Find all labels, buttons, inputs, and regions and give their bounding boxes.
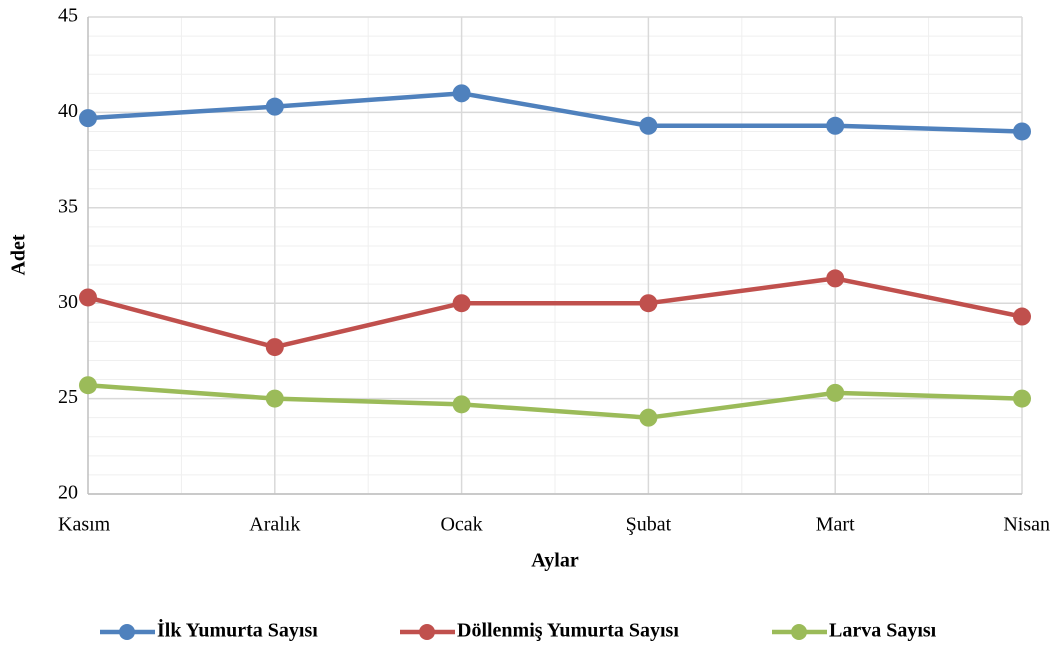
data-point (452, 294, 471, 313)
data-point (265, 97, 284, 116)
series-line (87, 382, 1023, 420)
x-tick-label: Kasım (58, 514, 111, 536)
legend-label: Larva Sayısı (829, 620, 937, 642)
data-point (79, 109, 97, 128)
data-point (79, 288, 97, 307)
data-point (452, 84, 471, 103)
y-tick-label: 40 (58, 100, 78, 122)
data-point (639, 294, 658, 313)
data-point (1013, 389, 1031, 408)
data-point (265, 338, 284, 357)
y-tick-label: 35 (58, 195, 78, 217)
x-axis-title: Aylar (531, 550, 579, 572)
y-tick-label: 25 (58, 386, 78, 408)
x-tick-label: Ocak (440, 514, 482, 536)
x-tick-label: Şubat (626, 514, 672, 536)
x-tick-label: Mart (816, 514, 855, 536)
y-tick-label: 45 (58, 5, 78, 27)
x-tick-label: Nisan (1003, 514, 1050, 536)
series-line (87, 91, 1023, 134)
legend-label: İlk Yumurta Sayısı (157, 618, 318, 642)
legend-marker (419, 624, 435, 640)
legend-marker (119, 624, 135, 640)
x-tick-label: Aralık (249, 514, 300, 536)
y-tick-label: 20 (58, 482, 78, 504)
data-point (826, 116, 845, 135)
y-axis-title: Adet (8, 234, 30, 275)
data-point (826, 383, 845, 402)
data-point (1013, 122, 1031, 141)
legend-marker (791, 624, 807, 640)
data-point (1013, 307, 1031, 326)
series-line (87, 276, 1023, 350)
data-point (639, 408, 658, 427)
data-point (265, 389, 284, 408)
data-point (452, 395, 471, 414)
data-point (826, 269, 845, 288)
y-tick-label: 30 (58, 291, 78, 313)
data-point (639, 116, 658, 135)
data-point (79, 376, 97, 395)
legend-label: Döllenmiş Yumurta Sayısı (457, 620, 679, 642)
